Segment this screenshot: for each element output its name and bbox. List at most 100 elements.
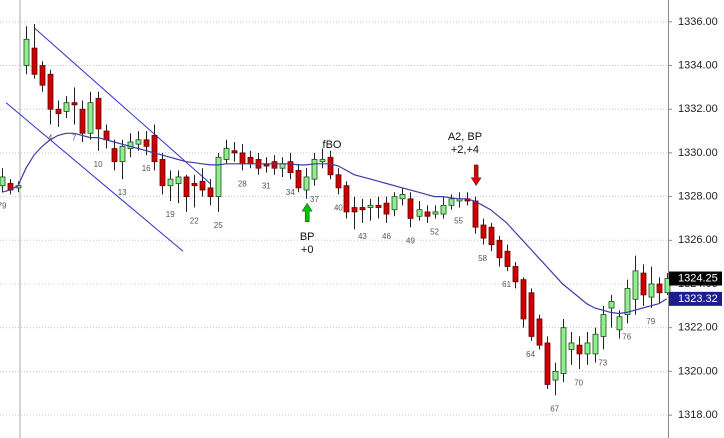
candle-body — [616, 316, 623, 331]
bar-number: 7 — [72, 134, 77, 143]
candle-body — [399, 194, 406, 200]
candle-body — [295, 169, 302, 189]
bar-number: 16 — [142, 164, 151, 173]
bar-number: 79 — [0, 201, 7, 210]
candle-body — [391, 196, 398, 211]
bar-number: 34 — [286, 188, 295, 197]
bar-number: 25 — [214, 221, 223, 230]
annotation: +2,+4 — [451, 144, 479, 156]
bar-number: 40 — [334, 204, 343, 213]
candle-body — [488, 226, 495, 246]
bar-number: 49 — [406, 236, 415, 245]
candle-body — [536, 318, 543, 346]
price-box-label: 1324.25 — [678, 272, 718, 284]
candle-body — [632, 270, 639, 300]
candle-body — [71, 102, 78, 106]
candle-body — [407, 198, 414, 219]
candle-body — [215, 156, 222, 198]
candle-body — [231, 150, 238, 154]
signal-arrow — [470, 164, 482, 187]
bar-number: 67 — [550, 405, 559, 414]
bar-number: 46 — [382, 232, 391, 241]
candle-body — [440, 204, 447, 215]
candle-body — [23, 38, 30, 66]
bar-number: 52 — [430, 228, 439, 237]
annotation: fBO — [323, 139, 342, 151]
price-box — [669, 291, 722, 306]
candle-body — [528, 292, 535, 337]
candle-body — [0, 176, 6, 187]
candle-body — [143, 139, 150, 147]
y-tick-label: 1336.00 — [678, 16, 718, 28]
bar-number: 37 — [310, 195, 319, 204]
bar-number: 64 — [526, 350, 535, 359]
bar-number: 13 — [118, 188, 127, 197]
candle-body — [239, 152, 246, 165]
candle-body — [95, 97, 102, 130]
candle-body — [351, 207, 358, 213]
bar-number: 31 — [262, 182, 271, 191]
candle-body — [552, 370, 559, 381]
bar-number: 10 — [94, 160, 103, 169]
channel-line — [34, 28, 211, 184]
candle-body — [367, 204, 374, 208]
y-tick-label: 1332.00 — [678, 103, 718, 115]
candle-body — [87, 102, 94, 134]
candle-body — [648, 283, 655, 298]
candle-body — [656, 283, 663, 294]
candle-body — [520, 279, 527, 320]
candle-body — [327, 156, 334, 176]
candle-body — [560, 327, 567, 374]
y-tick-label: 1326.00 — [678, 234, 718, 246]
bar-number: 70 — [574, 378, 583, 387]
candle-body — [47, 73, 54, 110]
candle-body — [175, 176, 182, 184]
candle-body — [287, 161, 294, 173]
bar-number: 43 — [358, 232, 367, 241]
candle-body — [319, 159, 326, 163]
y-tick-label: 1318.00 — [678, 409, 718, 421]
y-tick-label: 1330.00 — [678, 147, 718, 159]
candle-body — [584, 342, 591, 355]
candle-body — [624, 287, 631, 315]
candle-body — [496, 239, 503, 259]
candle-body — [504, 250, 511, 267]
candle-body — [608, 301, 615, 309]
annotation: A2, BP — [448, 131, 482, 143]
candle-body — [303, 176, 310, 191]
candle-body — [576, 344, 583, 355]
moving-average — [1, 132, 668, 315]
candle-body — [39, 65, 46, 86]
candle-body — [416, 209, 423, 217]
bar-number: 76 — [622, 332, 631, 341]
candle-body — [111, 148, 118, 163]
candle-body — [664, 278, 671, 294]
candle-body — [135, 139, 142, 145]
bar-number: 55 — [454, 217, 463, 226]
bar-number: 79 — [646, 317, 655, 326]
bar-number: 73 — [598, 359, 607, 368]
y-tick-label: 1320.00 — [678, 365, 718, 377]
candle-body — [512, 266, 519, 283]
candle-body — [279, 163, 286, 169]
bar-number: 28 — [238, 180, 247, 189]
candle-body — [592, 333, 599, 355]
channel-line — [5, 102, 184, 252]
signal-arrow — [301, 202, 313, 222]
price-box-label: 1323.32 — [678, 293, 718, 305]
annotation: BP — [300, 231, 315, 243]
bar-number: 19 — [166, 210, 175, 219]
candle-body — [103, 130, 110, 141]
candle-body — [127, 141, 134, 149]
candle-body — [55, 108, 62, 114]
candle-body — [480, 224, 487, 239]
candle-body — [568, 342, 575, 350]
candle-body — [247, 156, 254, 165]
bar-number: 58 — [478, 254, 487, 263]
candle-body — [31, 47, 38, 75]
candle-body — [472, 200, 479, 228]
candle-body — [79, 108, 86, 134]
candle-body — [271, 161, 278, 169]
candle-body — [375, 204, 382, 208]
